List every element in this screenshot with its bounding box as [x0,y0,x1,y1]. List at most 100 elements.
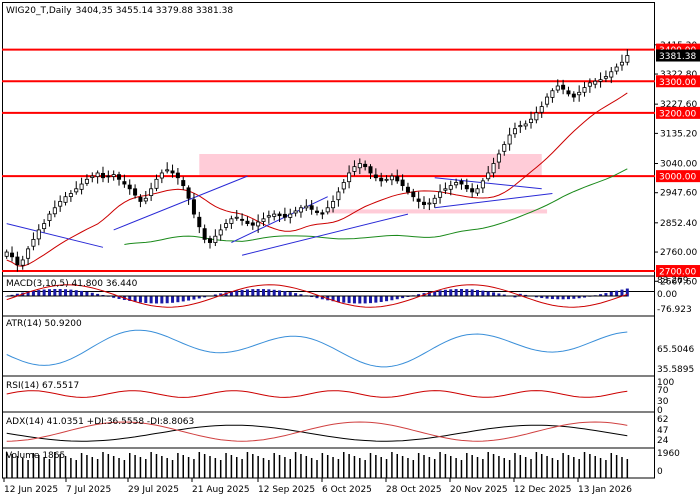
candle-body [357,163,362,169]
candle [566,86,571,97]
candle-body [4,251,9,257]
candle-body [545,96,550,105]
macd-bar [288,292,292,297]
candle [58,195,63,212]
macd-bar [128,296,132,301]
candle-body [416,198,421,202]
indicator-scales: 83.2690.00-76.92365.504635.5895100703006… [657,276,694,477]
macd-bar [299,294,303,297]
macd-bar [566,296,570,300]
macd-bar [620,289,624,297]
macd-bar [235,290,239,297]
candle [470,183,475,198]
candle-body [534,112,539,121]
candle-body [480,180,485,189]
macd-bar [160,296,164,304]
candle-body [234,216,239,219]
macd-bar [331,296,335,302]
candle-body [363,163,368,168]
atr-scale-label: 65.5046 [657,345,694,355]
candle [4,249,9,259]
candle [496,149,501,170]
candle [416,191,421,209]
candle-body [314,210,319,213]
macd-bar [171,296,175,303]
candle-body [127,184,132,190]
candle-body [438,191,443,198]
candle-body [106,175,111,178]
macd-bar [454,289,458,297]
candle-body [486,172,491,180]
candle [117,171,122,186]
candle-body [341,182,346,190]
macd-bar [31,290,35,297]
macd-bar [261,289,265,297]
ma-fast-line [6,92,628,267]
candle-body [496,153,501,163]
candle-body [459,180,464,185]
macd-bar [572,296,576,299]
candle [250,219,255,230]
candle [309,200,314,215]
rsi-series [6,390,628,398]
candle-body [507,134,512,145]
candle [277,211,282,222]
price-panel-frame [2,2,655,292]
candle-body [400,179,405,187]
candle-body [593,80,598,85]
candle-body [598,79,603,82]
time-tick-label: 28 Oct 2025 [386,485,442,495]
macd-bar [320,296,324,300]
macd-bar [138,296,142,303]
price-tick-label: 3040.00 [660,159,697,169]
level-tag-label: 2700.00 [659,268,696,278]
candle [68,190,73,202]
candle [320,209,325,220]
time-tick-label: 29 Jul 2025 [128,485,179,495]
candle-body [325,207,330,213]
candle [357,158,362,175]
candle-body [336,191,341,201]
candle [197,211,202,234]
candle [438,184,443,204]
candle [593,78,598,89]
candle [26,246,31,265]
candle-body [443,188,448,191]
time-tick-label: 12 Sep 2025 [258,485,315,495]
candle-body [561,84,566,90]
price-tick-label: 2667.60 [660,277,697,287]
adx-scale-label: 47 [657,426,668,436]
candle-body [42,223,47,230]
macd-bar [42,289,46,297]
candle-body [52,207,57,215]
macd-bar [192,296,196,300]
candle-body [625,55,630,63]
candle [240,213,245,226]
macd-bar [427,292,431,297]
rsi-header: RSI(14) 67.5517 [6,381,79,391]
macd-bar [15,293,19,297]
candle [373,168,378,182]
macd-bar [352,296,356,304]
adx-header: ADX(14) 41.0351 +DI:36.5558 -DI:8.8063 [6,417,194,427]
atr-series [6,329,628,368]
macd-signal-line [6,284,628,308]
candle-body [261,218,266,222]
macd-bar [272,289,276,297]
time-tick-label: 7 Jul 2025 [66,485,111,495]
level-tags: 3400.003300.003200.003000.002700.003381.… [656,43,700,278]
time-tick-label: 12 Jun 2025 [4,485,58,495]
candle [314,206,319,216]
candle-body [74,188,79,193]
candle-body [609,71,614,78]
candle-body [154,178,159,189]
candle-body [218,229,223,236]
macd-bar [540,296,544,299]
candle-body [224,223,229,228]
macd-bar [513,296,517,298]
candle-body [191,199,196,215]
macd-bar [47,289,51,297]
candle-body [181,180,186,187]
macd-bar [37,290,41,297]
level-tag-label: 3000.00 [659,173,696,183]
